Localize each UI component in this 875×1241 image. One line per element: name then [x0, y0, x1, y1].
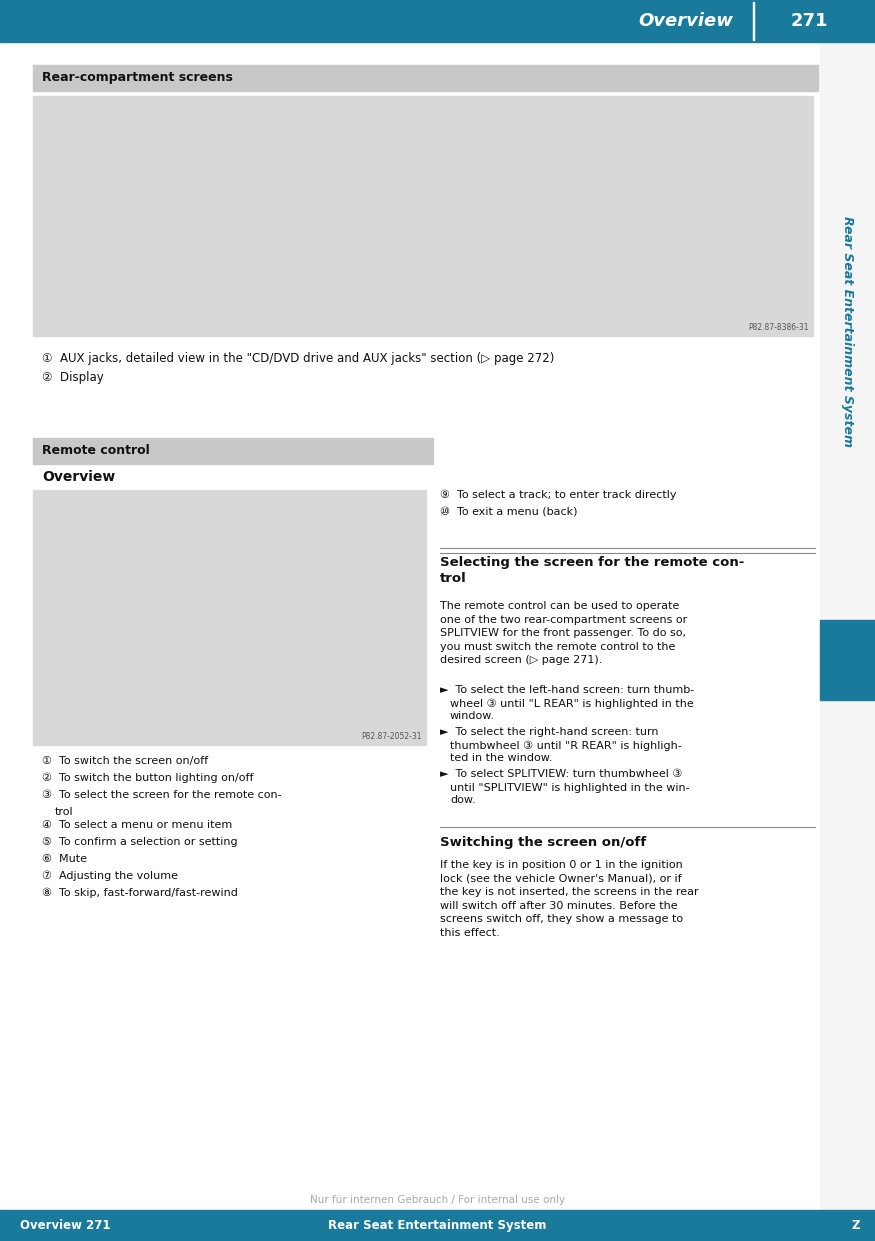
Text: ②  Display: ② Display [42, 371, 104, 383]
Text: ►  To select SPLITVIEW: turn thumbwheel ③: ► To select SPLITVIEW: turn thumbwheel ③ [440, 769, 682, 779]
Text: Rear-compartment screens: Rear-compartment screens [42, 72, 233, 84]
Text: The remote control can be used to operate
one of the two rear-compartment screen: The remote control can be used to operat… [440, 601, 687, 665]
Text: Nur für internen Gebrauch / For internal use only: Nur für internen Gebrauch / For internal… [310, 1195, 565, 1205]
Text: Rear Seat Entertainment System: Rear Seat Entertainment System [841, 216, 854, 447]
Text: If the key is in position 0 or 1 in the ignition
lock (see the vehicle Owner's M: If the key is in position 0 or 1 in the … [440, 860, 698, 938]
Text: Overview: Overview [639, 12, 733, 30]
Text: ⑨  To select a track; to enter track directly: ⑨ To select a track; to enter track dire… [440, 490, 676, 500]
Text: trol: trol [55, 807, 74, 817]
Bar [820, 42, 875, 1210]
Text: ►  To select the right-hand screen: turn: ► To select the right-hand screen: turn [440, 727, 659, 737]
Bar [33, 65, 818, 91]
Bar [33, 438, 433, 464]
Text: ③  To select the screen for the remote con-: ③ To select the screen for the remote co… [42, 791, 282, 800]
Bar [752, 2, 754, 40]
Bar [0, 0, 875, 42]
Text: Z: Z [851, 1219, 860, 1232]
Text: ►  To select the left-hand screen: turn thumb-: ► To select the left-hand screen: turn t… [440, 685, 694, 695]
Bar [33, 96, 813, 336]
Text: window.: window. [450, 711, 495, 721]
Text: 271: 271 [791, 12, 828, 30]
Text: wheel ③ until "​L​ REAR" is highlighted in the: wheel ③ until "​L​ REAR" is highlighted … [450, 699, 694, 710]
Text: ted in the window.: ted in the window. [450, 753, 552, 763]
Text: Overview 271: Overview 271 [20, 1219, 110, 1232]
Text: P82.87-2052-31: P82.87-2052-31 [361, 732, 422, 741]
Text: Selecting the screen for the remote con-
trol: Selecting the screen for the remote con-… [440, 556, 745, 586]
Text: thumbwheel ③ until "​R​ REAR" is highligh-: thumbwheel ③ until "​R​ REAR" is highlig… [450, 741, 682, 751]
Text: ⑤  To confirm a selection or setting: ⑤ To confirm a selection or setting [42, 836, 238, 848]
Bar [33, 490, 426, 745]
Text: ②  To switch the button lighting on/off: ② To switch the button lighting on/off [42, 773, 254, 783]
Text: ①  To switch the screen on/off: ① To switch the screen on/off [42, 756, 208, 766]
Text: ⑦  Adjusting the volume: ⑦ Adjusting the volume [42, 871, 178, 881]
Text: ⑩  To exit a menu (back): ⑩ To exit a menu (back) [440, 508, 578, 517]
Text: ④  To select a menu or menu item: ④ To select a menu or menu item [42, 820, 232, 830]
Text: Overview: Overview [42, 470, 116, 484]
Text: Rear Seat Entertainment System: Rear Seat Entertainment System [328, 1219, 547, 1232]
Bar [820, 620, 875, 700]
Text: ⑧  To skip, fast-forward/fast-rewind: ⑧ To skip, fast-forward/fast-rewind [42, 889, 238, 898]
Text: until "SPLITVIEW" is highlighted in the win-: until "SPLITVIEW" is highlighted in the … [450, 783, 690, 793]
Text: Switching the screen on/off: Switching the screen on/off [440, 836, 647, 849]
Text: ⑥  Mute: ⑥ Mute [42, 854, 87, 864]
Text: dow.: dow. [450, 795, 476, 805]
Text: P82.87-8386-31: P82.87-8386-31 [748, 323, 809, 333]
Text: Remote control: Remote control [42, 444, 150, 458]
Text: ①  AUX jacks, detailed view in the "CD/DVD drive and AUX jacks" section (▷ page : ① AUX jacks, detailed view in the "CD/DV… [42, 352, 555, 365]
Bar [0, 1210, 875, 1241]
